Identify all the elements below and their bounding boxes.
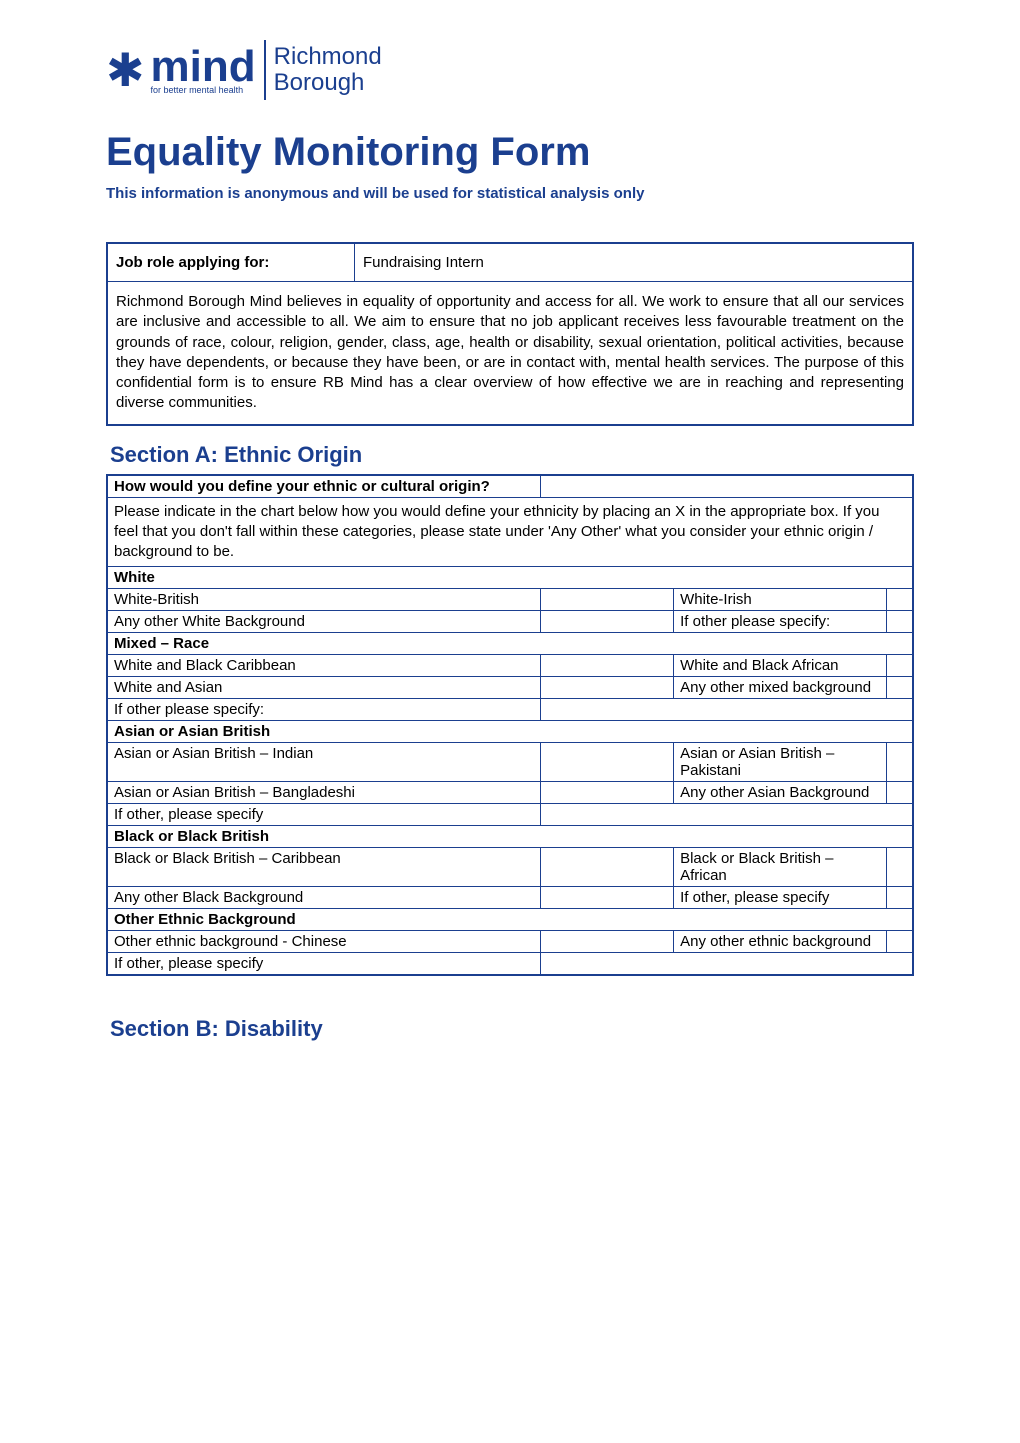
page-subtitle: This information is anonymous and will b… xyxy=(106,185,914,202)
mixed-african-label: White and Black African xyxy=(674,655,887,677)
white-irish-checkbox[interactable] xyxy=(887,589,913,611)
asian-specify-label: If other, please specify xyxy=(107,804,541,826)
other-any-checkbox[interactable] xyxy=(887,931,913,953)
mixed-asian-label: White and Asian xyxy=(107,677,541,699)
job-role-value: Fundraising Intern xyxy=(355,243,914,282)
logo-main: mind for better mental health Richmond B… xyxy=(151,40,382,100)
asian-header: Asian or Asian British xyxy=(107,721,913,743)
mixed-asian-checkbox[interactable] xyxy=(541,677,674,699)
logo-divider xyxy=(264,40,266,100)
black-african-checkbox[interactable] xyxy=(887,848,913,887)
white-other-checkbox[interactable] xyxy=(541,611,674,633)
other-specify-label: If other, please specify xyxy=(107,953,541,976)
other-chinese-label: Other ethnic background - Chinese xyxy=(107,931,541,953)
page-title: Equality Monitoring Form xyxy=(106,130,914,175)
mixed-header: Mixed – Race xyxy=(107,633,913,655)
job-intro-table: Job role applying for: Fundraising Inter… xyxy=(106,242,914,426)
asian-indian-checkbox[interactable] xyxy=(541,743,674,782)
section-a-heading: Section A: Ethnic Origin xyxy=(110,442,914,468)
other-specify-input[interactable] xyxy=(541,953,913,976)
ethnic-question-blank xyxy=(541,475,913,498)
ethnic-origin-table: How would you define your ethnic or cult… xyxy=(106,474,914,977)
white-british-label: White-British xyxy=(107,589,541,611)
logo-right-line1: Richmond xyxy=(274,44,382,70)
black-other-checkbox[interactable] xyxy=(541,887,674,909)
asian-other-label: Any other Asian Background xyxy=(674,782,887,804)
mixed-caribbean-checkbox[interactable] xyxy=(541,655,674,677)
logo-right: Richmond Borough xyxy=(274,44,382,97)
ethnic-instruction: Please indicate in the chart below how y… xyxy=(107,497,913,567)
flower-icon: ✱ xyxy=(106,43,145,97)
asian-bangladeshi-checkbox[interactable] xyxy=(541,782,674,804)
asian-specify-input[interactable] xyxy=(541,804,913,826)
black-african-label: Black or Black British – African xyxy=(674,848,887,887)
white-other-label: Any other White Background xyxy=(107,611,541,633)
other-any-label: Any other ethnic background xyxy=(674,931,887,953)
white-header: White xyxy=(107,567,913,589)
mixed-specify-input[interactable] xyxy=(541,699,913,721)
mixed-specify-label: If other please specify: xyxy=(107,699,541,721)
black-specify-input[interactable] xyxy=(887,887,913,909)
black-other-label: Any other Black Background xyxy=(107,887,541,909)
job-role-label: Job role applying for: xyxy=(107,243,355,282)
white-specify-input[interactable] xyxy=(887,611,913,633)
mixed-other-label: Any other mixed background xyxy=(674,677,887,699)
white-irish-label: White-Irish xyxy=(674,589,887,611)
black-caribbean-label: Black or Black British – Caribbean xyxy=(107,848,541,887)
asian-indian-label: Asian or Asian British – Indian xyxy=(107,743,541,782)
mixed-african-checkbox[interactable] xyxy=(887,655,913,677)
asian-bangladeshi-label: Asian or Asian British – Bangladeshi xyxy=(107,782,541,804)
logo: ✱ mind for better mental health Richmond… xyxy=(106,40,914,100)
other-header: Other Ethnic Background xyxy=(107,909,913,931)
asian-pakistani-label: Asian or Asian British – Pakistani xyxy=(674,743,887,782)
asian-pakistani-checkbox[interactable] xyxy=(887,743,913,782)
asian-other-checkbox[interactable] xyxy=(887,782,913,804)
intro-text: Richmond Borough Mind believes in equali… xyxy=(107,282,913,425)
other-chinese-checkbox[interactable] xyxy=(541,931,674,953)
white-british-checkbox[interactable] xyxy=(541,589,674,611)
section-b-heading: Section B: Disability xyxy=(110,1016,914,1042)
logo-brand: mind xyxy=(151,45,256,89)
logo-right-line2: Borough xyxy=(274,70,382,96)
white-specify-label: If other please specify: xyxy=(674,611,887,633)
black-caribbean-checkbox[interactable] xyxy=(541,848,674,887)
mixed-other-checkbox[interactable] xyxy=(887,677,913,699)
black-header: Black or Black British xyxy=(107,826,913,848)
ethnic-question: How would you define your ethnic or cult… xyxy=(107,475,541,498)
black-specify-label: If other, please specify xyxy=(674,887,887,909)
logo-tagline: for better mental health xyxy=(151,85,256,95)
mixed-caribbean-label: White and Black Caribbean xyxy=(107,655,541,677)
